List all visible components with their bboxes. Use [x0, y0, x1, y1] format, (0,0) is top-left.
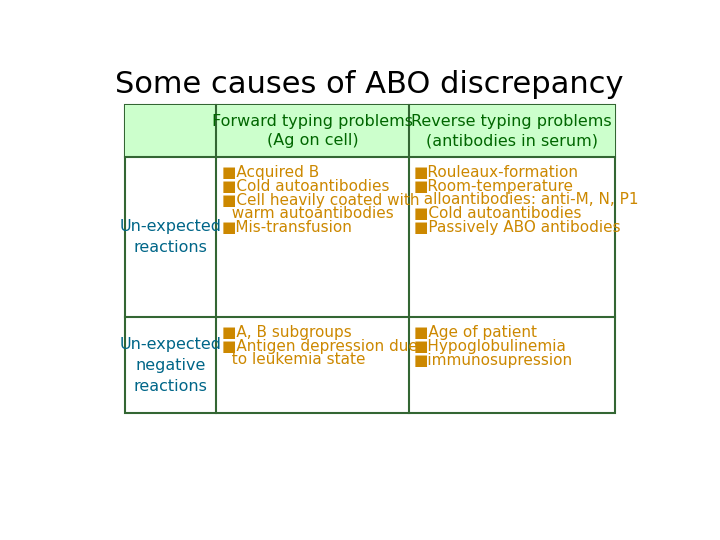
Text: warm autoantibodies: warm autoantibodies	[222, 206, 394, 221]
Text: ■Rouleaux-formation: ■Rouleaux-formation	[414, 165, 579, 180]
Text: ■Mis-transfusion: ■Mis-transfusion	[222, 220, 353, 234]
Text: to leukemia state: to leukemia state	[222, 352, 365, 367]
Text: ■Age of patient: ■Age of patient	[414, 325, 537, 340]
Text: ■Passively ABO antibodies: ■Passively ABO antibodies	[414, 220, 621, 234]
Text: Un-expected
negative
reactions: Un-expected negative reactions	[120, 336, 222, 394]
Text: Forward typing problems
(Ag on cell): Forward typing problems (Ag on cell)	[212, 113, 413, 148]
Bar	[125, 105, 615, 413]
Text: Reverse typing problems
(antibodies in serum): Reverse typing problems (antibodies in s…	[411, 113, 612, 148]
Text: Un-expected
reactions: Un-expected reactions	[120, 219, 222, 255]
Text: ■Room-temperature: ■Room-temperature	[414, 179, 574, 194]
Text: ■Antigen depression due: ■Antigen depression due	[222, 339, 418, 354]
Bar	[125, 105, 615, 157]
Text: ■Acquired B: ■Acquired B	[222, 165, 319, 180]
Text: ■A, B subgroups: ■A, B subgroups	[222, 325, 351, 340]
Text: Some causes of ABO discrepancy: Some causes of ABO discrepancy	[114, 70, 624, 98]
Text: ■immunosupression: ■immunosupression	[414, 353, 573, 368]
Text: ■Hypoglobulinemia: ■Hypoglobulinemia	[414, 339, 567, 354]
Text: ■Cold autoantibodies: ■Cold autoantibodies	[414, 206, 582, 221]
Text: ■Cold autoantibodies: ■Cold autoantibodies	[222, 179, 390, 194]
Text: alloantibodies: anti-M, N, P1: alloantibodies: anti-M, N, P1	[414, 192, 639, 207]
Text: ■Cell heavily coated with: ■Cell heavily coated with	[222, 193, 419, 207]
